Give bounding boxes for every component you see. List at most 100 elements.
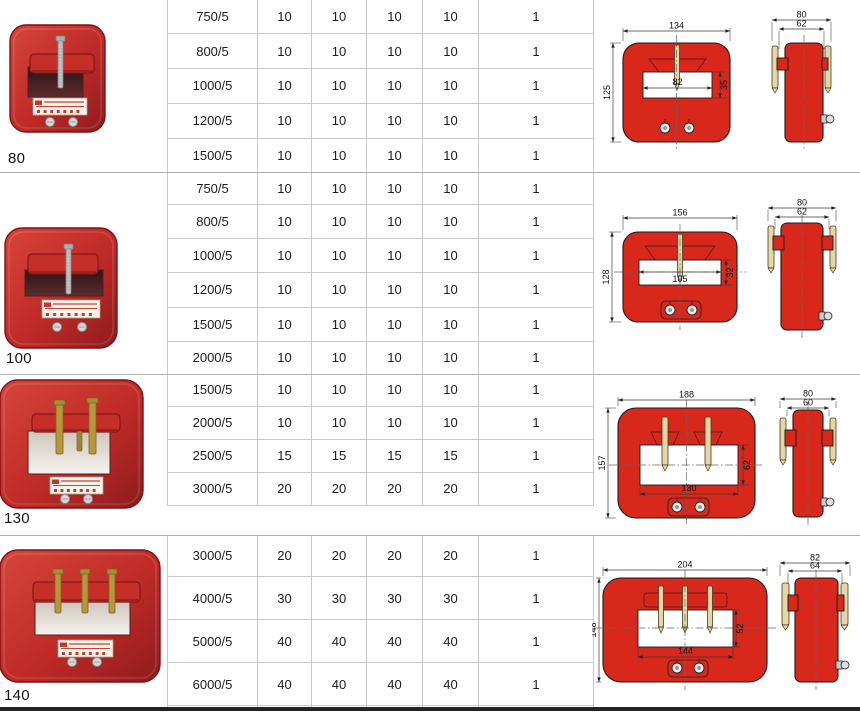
value-cell: 10 xyxy=(311,405,367,440)
value-cell: 40 xyxy=(311,662,367,707)
ratio-cell: 1500/5 xyxy=(167,137,258,172)
table-row: 1500/5 10 10 10 10 1 xyxy=(167,306,594,342)
value-cell: 10 xyxy=(422,33,479,70)
value-cell: 10 xyxy=(311,0,367,35)
table-row: 750/5 10 10 10 10 1 xyxy=(167,172,594,206)
value-cell: 10 xyxy=(311,172,367,206)
ratio-cell: 750/5 xyxy=(167,0,258,35)
ratio-cell: 800/5 xyxy=(167,204,258,240)
value-cell: 10 xyxy=(366,306,423,342)
svg-text:105: 105 xyxy=(672,274,687,284)
value-cell: 10 xyxy=(366,68,423,104)
svg-text:80: 80 xyxy=(796,9,806,19)
value-cell: 10 xyxy=(257,33,312,70)
value-cell: 40 xyxy=(422,619,479,664)
value-cell: 10 xyxy=(366,33,423,70)
product-photo xyxy=(0,379,144,509)
value-cell: 10 xyxy=(257,306,312,342)
value-cell: 1 xyxy=(478,306,594,342)
value-cell: 10 xyxy=(311,33,367,70)
value-cell: 10 xyxy=(366,0,423,35)
value-cell: 40 xyxy=(422,662,479,707)
value-cell: 1 xyxy=(478,0,594,35)
ratio-cell: 2500/5 xyxy=(167,438,258,473)
value-cell: 1 xyxy=(478,662,594,707)
value-cell: 40 xyxy=(366,662,423,707)
value-cell: 15 xyxy=(366,438,423,473)
value-cell: 15 xyxy=(311,438,367,473)
product-photo-area: 130 xyxy=(0,374,170,535)
product-photo xyxy=(9,24,106,133)
front-view: 134 125 82 35 xyxy=(602,20,731,150)
product-section-80: 80 750/5 10 10 10 10 1 800/5 10 10 10 10 1 1000/5 10 1… xyxy=(0,0,860,172)
product-photo xyxy=(4,227,118,349)
svg-text:60: 60 xyxy=(803,397,813,407)
value-cell: 1 xyxy=(478,340,594,374)
ratio-cell: 6000/5 xyxy=(167,662,258,707)
product-photo-area: 100 xyxy=(0,172,170,374)
value-cell: 10 xyxy=(422,405,479,440)
spec-table: 3000/5 20 20 20 20 1 4000/5 30 30 30 30 1 5000/5 40 40… xyxy=(167,535,594,707)
value-cell: 30 xyxy=(311,576,367,621)
value-cell: 10 xyxy=(257,272,312,308)
section-divider xyxy=(0,535,860,536)
product-photo-area: 140 xyxy=(0,535,170,707)
value-cell: 10 xyxy=(257,374,312,407)
product-section-140: 140 3000/5 20 20 20 20 1 4000/5 30 30 30 30 1 5000/5… xyxy=(0,535,860,707)
value-cell: 15 xyxy=(422,438,479,473)
value-cell: 10 xyxy=(257,0,312,35)
value-cell: 40 xyxy=(311,619,367,664)
table-row: 1200/5 10 10 10 10 1 xyxy=(167,272,594,308)
value-cell: 10 xyxy=(422,102,479,139)
section-divider xyxy=(0,172,860,173)
value-cell: 1 xyxy=(478,204,594,240)
front-view: 204 148 144 52 xyxy=(592,559,776,690)
ratio-cell: 1000/5 xyxy=(167,68,258,104)
table-row: 2000/5 10 10 10 10 1 xyxy=(167,405,594,440)
value-cell: 20 xyxy=(257,471,312,507)
value-cell: 1 xyxy=(478,33,594,70)
value-cell: 1 xyxy=(478,576,594,621)
value-cell: 1 xyxy=(478,471,594,507)
value-cell: 10 xyxy=(366,340,423,374)
table-row: 800/5 10 10 10 10 1 xyxy=(167,204,594,240)
value-cell: 40 xyxy=(366,619,423,664)
table-row: 800/5 10 10 10 10 1 xyxy=(167,33,594,70)
value-cell: 10 xyxy=(257,102,312,139)
spec-table: 1500/5 10 10 10 10 1 2000/5 10 10 10 10 1 2500/5 15 15… xyxy=(167,374,594,507)
ratio-cell: 1500/5 xyxy=(167,374,258,407)
ratio-cell: 1200/5 xyxy=(167,102,258,139)
value-cell: 1 xyxy=(478,405,594,440)
value-cell: 10 xyxy=(366,405,423,440)
svg-text:128: 128 xyxy=(601,269,611,284)
table-row: 3000/5 20 20 20 20 1 xyxy=(167,535,594,578)
svg-text:62: 62 xyxy=(796,18,806,28)
product-section-100: 100 750/5 10 10 10 10 1 800/5 10 10 10 10 1 1000/5 10… xyxy=(0,172,860,374)
table-row: 5000/5 40 40 40 40 1 xyxy=(167,619,594,664)
value-cell: 10 xyxy=(422,374,479,407)
value-cell: 10 xyxy=(422,0,479,35)
value-cell: 10 xyxy=(366,137,423,172)
value-cell: 1 xyxy=(478,172,594,206)
table-row: 4000/5 30 30 30 30 1 xyxy=(167,576,594,621)
product-size-label: 140 xyxy=(4,687,30,704)
section-divider xyxy=(0,374,860,375)
table-row: 6000/5 40 40 40 40 1 xyxy=(167,662,594,707)
ratio-cell: 1000/5 xyxy=(167,238,258,274)
value-cell: 40 xyxy=(257,662,312,707)
value-cell: 10 xyxy=(366,204,423,240)
table-row: 1500/5 10 10 10 10 1 xyxy=(167,374,594,407)
value-cell: 10 xyxy=(257,137,312,172)
svg-text:80: 80 xyxy=(803,388,813,398)
page-bottom-rule xyxy=(0,707,860,711)
value-cell: 10 xyxy=(311,306,367,342)
ratio-cell: 750/5 xyxy=(167,172,258,206)
